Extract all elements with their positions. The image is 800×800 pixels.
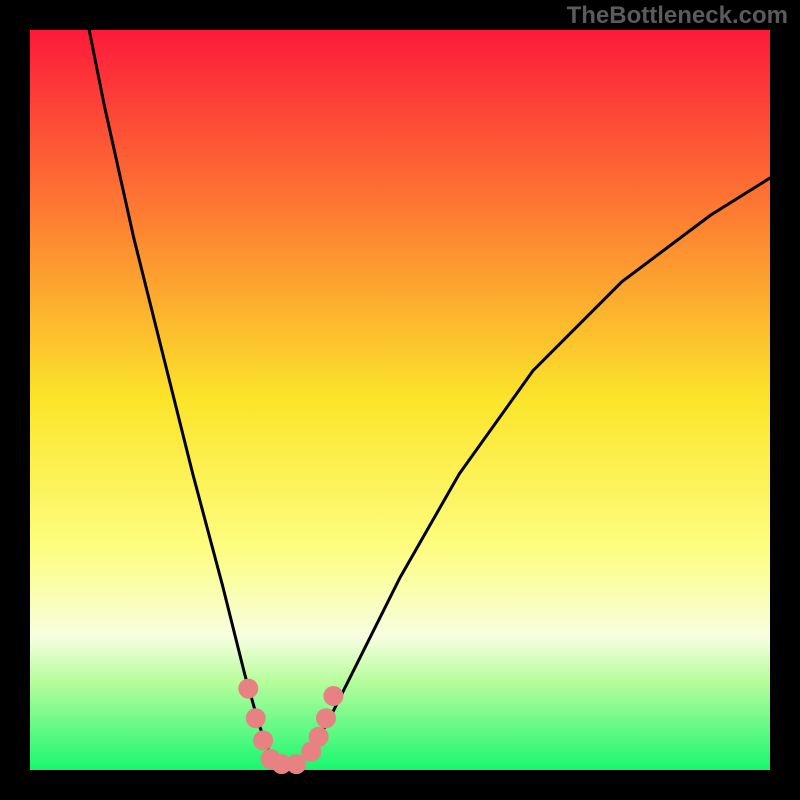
marker-point (316, 708, 336, 728)
marker-point (238, 679, 258, 699)
bottleneck-chart (0, 0, 800, 800)
watermark-text: TheBottleneck.com (567, 2, 788, 30)
marker-point (309, 727, 329, 747)
marker-point (246, 708, 266, 728)
chart-container: TheBottleneck.com (0, 0, 800, 800)
marker-point (253, 730, 273, 750)
chart-plot-area (30, 30, 770, 770)
marker-point (323, 686, 343, 706)
